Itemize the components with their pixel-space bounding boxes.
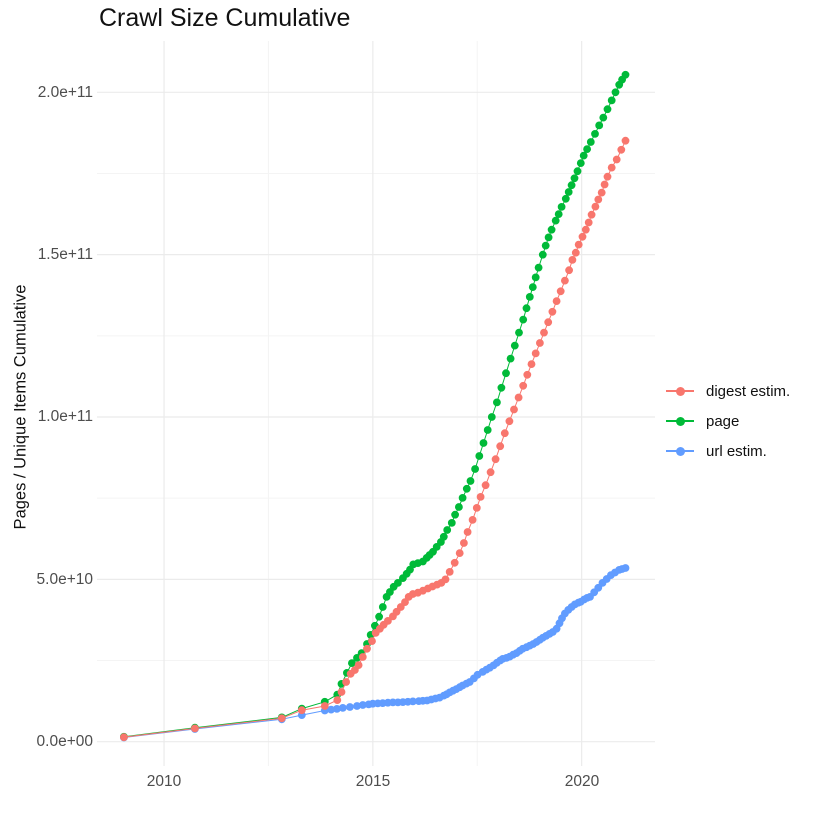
y-tick-label-2: 1.0e+11 (37, 408, 93, 425)
legend: digest estim. page url estim. (666, 376, 790, 466)
x-tick-label-2020: 2020 (564, 773, 600, 790)
x-tick-label-2015: 2015 (355, 773, 391, 790)
legend-label: url estim. (706, 442, 767, 460)
legend-label: digest estim. (706, 382, 791, 400)
series-page (120, 70, 630, 741)
series-url-estim (120, 564, 630, 742)
y-tick-label-3: 1.5e+11 (37, 246, 93, 263)
x-tick-label-2010: 2010 (146, 773, 182, 790)
series-digest-estim (120, 136, 630, 742)
legend-item-url-estim: url estim. (666, 436, 790, 466)
legend-item-page: page (666, 406, 790, 436)
minor-gridlines (97, 41, 655, 766)
y-axis-title: Pages / Unique Items Cumulative (11, 284, 30, 530)
legend-item-digest-estim: digest estim. (666, 376, 790, 406)
y-tick-label-0: 0.0e+00 (36, 733, 93, 750)
y-tick-label-1: 5.0e+10 (36, 571, 93, 588)
major-gridlines (97, 41, 655, 766)
legend-key-digest-estim-icon (666, 383, 694, 399)
y-tick-label-4: 2.0e+11 (37, 84, 93, 101)
legend-key-url-estim-icon (666, 443, 694, 459)
legend-label: page (706, 412, 740, 430)
legend-key-page-icon (666, 413, 694, 429)
chart-title: Crawl Size Cumulative (99, 4, 351, 32)
